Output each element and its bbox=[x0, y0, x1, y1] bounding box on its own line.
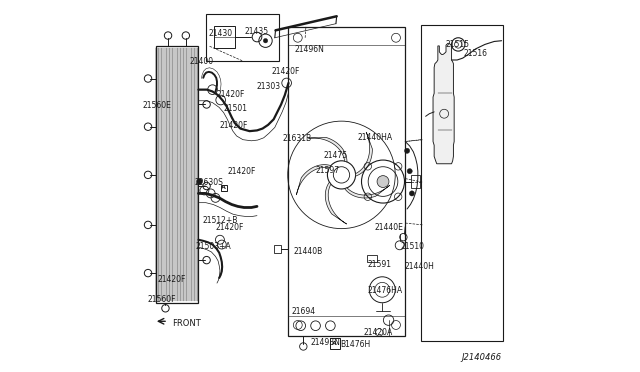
Text: 21420F: 21420F bbox=[216, 223, 244, 232]
Text: 21516: 21516 bbox=[464, 49, 488, 58]
Polygon shape bbox=[345, 185, 390, 198]
Bar bbox=[156, 46, 198, 303]
Bar bbox=[411, 175, 420, 188]
Text: 21420F: 21420F bbox=[272, 67, 300, 76]
Text: 21420A: 21420A bbox=[364, 328, 393, 337]
Polygon shape bbox=[296, 165, 331, 195]
Text: 21420F: 21420F bbox=[220, 122, 248, 131]
Text: 21420F: 21420F bbox=[216, 90, 244, 99]
Text: 21510: 21510 bbox=[401, 241, 425, 250]
Polygon shape bbox=[325, 182, 347, 224]
Bar bbox=[221, 185, 227, 191]
Text: 21435: 21435 bbox=[244, 26, 268, 36]
Text: 21420F: 21420F bbox=[227, 167, 256, 176]
Text: A: A bbox=[221, 185, 226, 190]
Text: 21440B: 21440B bbox=[293, 247, 323, 256]
Text: 21515: 21515 bbox=[445, 40, 469, 49]
Text: 21493N: 21493N bbox=[310, 338, 340, 347]
Text: 21475: 21475 bbox=[324, 151, 348, 160]
Text: 21694: 21694 bbox=[291, 307, 316, 316]
Polygon shape bbox=[433, 43, 454, 164]
Text: 21560E: 21560E bbox=[143, 101, 172, 110]
Text: 21440E: 21440E bbox=[375, 223, 404, 232]
Polygon shape bbox=[308, 138, 347, 162]
Circle shape bbox=[263, 38, 268, 43]
Text: J2140466: J2140466 bbox=[461, 353, 502, 362]
Bar bbox=[421, 25, 504, 341]
Circle shape bbox=[196, 179, 202, 185]
Bar bbox=[330, 338, 340, 349]
Text: A: A bbox=[332, 341, 337, 346]
Text: 21501: 21501 bbox=[223, 104, 248, 113]
Bar bbox=[206, 14, 279, 61]
Circle shape bbox=[404, 148, 410, 153]
Circle shape bbox=[407, 169, 412, 174]
Bar bbox=[214, 26, 235, 48]
Circle shape bbox=[377, 176, 389, 187]
Text: 21503+A: 21503+A bbox=[196, 241, 232, 250]
Polygon shape bbox=[356, 132, 372, 176]
Text: 21400: 21400 bbox=[189, 57, 214, 66]
Bar bbox=[275, 244, 281, 253]
Text: B1476H: B1476H bbox=[340, 340, 371, 349]
Text: 21420F: 21420F bbox=[157, 275, 186, 284]
Text: 21597: 21597 bbox=[316, 166, 340, 175]
Text: 21440HA: 21440HA bbox=[358, 132, 393, 142]
Text: 22630S: 22630S bbox=[195, 178, 223, 187]
Bar bbox=[289, 27, 405, 336]
Text: 21496N: 21496N bbox=[294, 45, 324, 54]
Text: 21512+B: 21512+B bbox=[202, 216, 237, 225]
Text: 21303: 21303 bbox=[257, 82, 281, 91]
Text: 21631B: 21631B bbox=[282, 134, 311, 143]
Text: 21440H: 21440H bbox=[404, 262, 435, 271]
Circle shape bbox=[410, 191, 415, 196]
Text: 21430: 21430 bbox=[208, 29, 232, 38]
Text: 21560F: 21560F bbox=[147, 295, 176, 304]
Bar bbox=[367, 254, 378, 262]
Text: FRONT: FRONT bbox=[172, 320, 200, 328]
Text: 21591: 21591 bbox=[367, 260, 392, 269]
Text: 21476HA: 21476HA bbox=[367, 286, 403, 295]
